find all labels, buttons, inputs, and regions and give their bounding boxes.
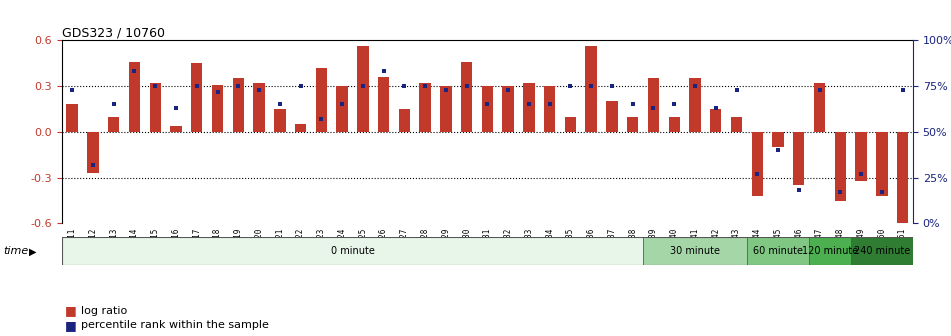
Bar	[523, 83, 534, 132]
Bar	[274, 109, 285, 132]
Bar	[440, 86, 452, 132]
Text: ■: ■	[65, 304, 76, 317]
Bar	[233, 79, 244, 132]
Bar	[586, 46, 597, 132]
Bar	[669, 117, 680, 132]
Text: percentile rank within the sample: percentile rank within the sample	[81, 320, 269, 330]
Bar	[544, 86, 555, 132]
Bar	[253, 83, 264, 132]
Bar	[747, 237, 809, 265]
Text: ■: ■	[65, 319, 76, 332]
Bar	[689, 79, 701, 132]
Bar	[67, 104, 78, 132]
Bar	[461, 62, 473, 132]
Text: GDS323 / 10760: GDS323 / 10760	[62, 26, 165, 39]
Bar	[814, 83, 825, 132]
Bar	[851, 237, 913, 265]
Bar	[809, 237, 851, 265]
Bar	[876, 132, 887, 196]
Bar	[316, 68, 327, 132]
Bar	[419, 83, 431, 132]
Bar	[87, 132, 99, 173]
Bar	[648, 79, 659, 132]
Text: 30 minute: 30 minute	[670, 246, 720, 256]
Bar	[170, 126, 182, 132]
Bar	[62, 237, 643, 265]
Bar	[398, 109, 410, 132]
Text: 120 minute: 120 minute	[802, 246, 858, 256]
Text: 240 minute: 240 minute	[854, 246, 910, 256]
Bar	[772, 132, 784, 147]
Text: 0 minute: 0 minute	[331, 246, 375, 256]
Bar	[337, 86, 348, 132]
Bar	[108, 117, 120, 132]
Bar	[212, 85, 223, 132]
Bar	[751, 132, 763, 196]
Bar	[502, 86, 514, 132]
Bar	[710, 109, 722, 132]
Bar	[358, 46, 369, 132]
Bar	[793, 132, 805, 185]
Bar	[835, 132, 846, 201]
Bar	[565, 117, 576, 132]
Text: time: time	[3, 246, 29, 256]
Bar	[897, 132, 908, 223]
Bar	[295, 124, 306, 132]
Text: log ratio: log ratio	[81, 306, 127, 316]
Bar	[378, 77, 389, 132]
Bar	[855, 132, 866, 181]
Text: ▶: ▶	[29, 246, 36, 256]
Text: 60 minute: 60 minute	[753, 246, 803, 256]
Bar	[730, 117, 742, 132]
Bar	[606, 101, 617, 132]
Bar	[128, 62, 140, 132]
Bar	[627, 117, 638, 132]
Bar	[149, 83, 161, 132]
Bar	[643, 237, 747, 265]
Bar	[191, 63, 203, 132]
Bar	[481, 86, 494, 132]
